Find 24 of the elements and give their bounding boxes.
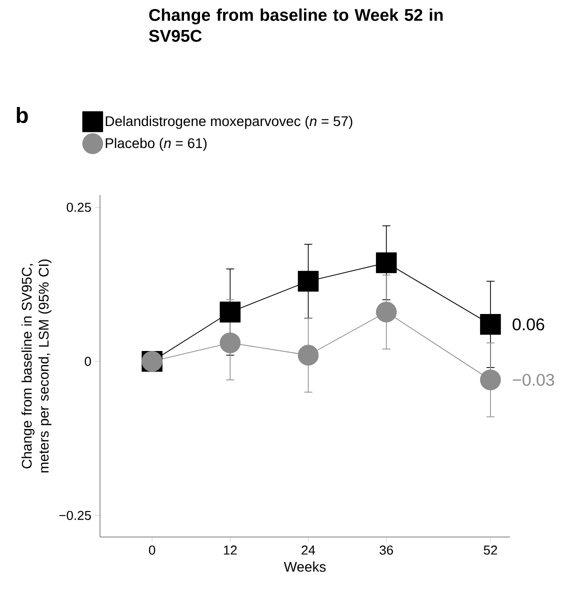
point	[376, 302, 397, 322]
text: b	[16, 106, 28, 124]
chart-title: Change from baseline to Week 52 in SV95C	[149, 8, 443, 42]
annotation: −0.03	[512, 374, 554, 386]
point	[220, 332, 241, 354]
point	[480, 369, 501, 390]
y-axis-title: Change from baseline in SV95C, meters per second, LSM (95% CI)	[21, 260, 52, 472]
point	[298, 344, 319, 366]
x-tick-label: 36	[380, 546, 393, 555]
x-tick-label: 52	[484, 546, 498, 555]
point	[376, 252, 397, 274]
legend-label: Delandistrogene moxeparvovec (n = 57)	[106, 116, 352, 129]
annotation: 0.06	[512, 318, 544, 330]
x-axis-title: Weeks	[284, 562, 326, 572]
x-tick-label: 0	[148, 546, 156, 555]
x-tick-label: 12	[224, 546, 237, 555]
point	[480, 314, 501, 335]
point	[220, 302, 241, 322]
y-tick-label: 0.25	[66, 202, 91, 212]
point	[298, 270, 319, 292]
x-tick-label: 24	[302, 546, 316, 555]
y-tick-label: 0	[84, 356, 91, 366]
legend-label: Placebo (n = 61)	[106, 138, 207, 151]
y-tick-label: −0.25	[59, 510, 91, 520]
